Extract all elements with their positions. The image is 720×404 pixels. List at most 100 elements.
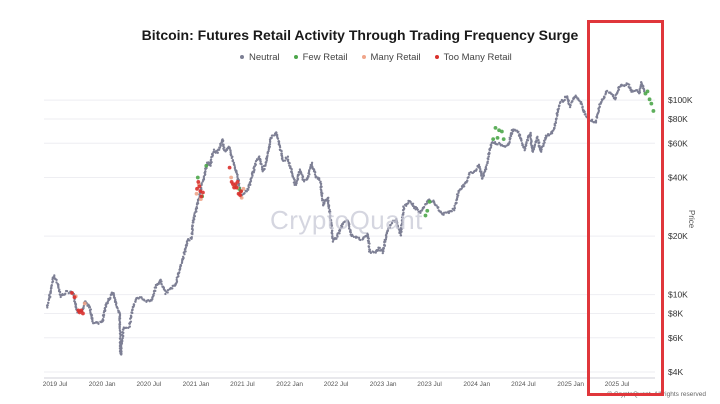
x-tick-label: 2025 Jul [605,381,630,388]
data-point-neutral [330,229,334,232]
x-tick-label: 2020 Jan [89,381,116,388]
data-point-neutral [555,117,558,120]
data-point-neutral [319,182,323,186]
data-point-neutral [557,107,560,110]
data-point-neutral [457,194,460,197]
data-point-neutral [285,157,288,160]
data-point-neutral [377,248,380,251]
data-point-neutral [112,294,116,298]
data-point-neutral [268,145,271,148]
legend-item-too-many-retail[interactable]: Too Many Retail [434,51,512,63]
data-point-neutral [278,145,282,149]
legend-item-neutral[interactable]: Neutral [240,52,280,63]
data-point-neutral [154,289,157,293]
data-point-neutral [175,278,178,282]
legend-label-few-retail: Few Retail [302,51,348,63]
data-point-neutral [384,234,388,237]
data-point-neutral [567,100,570,103]
data-point-neutral [614,96,618,100]
data-point-neutral [166,288,170,292]
data-point-neutral [480,174,483,177]
data-point-too-many-retail [199,194,204,199]
data-point-neutral [263,167,266,171]
y-tick-label: $10K [668,290,688,300]
data-point-neutral [233,166,237,169]
data-point-neutral [270,136,273,140]
data-point-few-retail [425,208,430,213]
data-point-too-many-retail [201,190,205,195]
data-point-neutral [235,170,238,173]
legend-dot-many-retail [361,55,366,59]
data-point-neutral [553,126,556,130]
data-point-neutral [486,160,489,163]
data-point-neutral [118,314,122,317]
data-point-neutral [413,206,416,210]
data-point-neutral [451,207,454,211]
legend-label-too-many-retail: Too Many Retail [443,51,512,63]
y-tick-label: $4K [668,367,683,377]
data-point-few-retail [427,199,432,204]
data-point-neutral [457,189,460,193]
legend-dot-too-many-retail [434,55,439,59]
data-point-neutral [580,103,584,106]
data-point-neutral [328,216,332,220]
data-point-neutral [320,197,324,200]
data-point-neutral [132,303,135,306]
data-point-neutral [395,222,399,225]
data-point-neutral [348,225,351,228]
data-point-neutral [328,208,331,212]
data-point-neutral [178,271,181,274]
data-point-neutral [219,144,222,147]
data-point-neutral [537,142,540,145]
data-point-neutral [121,331,125,335]
data-point-neutral [338,229,342,232]
data-point-neutral [245,190,248,193]
legend-item-many-retail[interactable]: Many Retail [361,52,421,63]
data-point-neutral [114,303,118,306]
y-tick-label: $40K [668,173,688,183]
data-point-too-many-retail [196,179,201,184]
x-tick-label: 2021 Jan [183,381,210,388]
data-point-neutral [402,211,405,214]
data-point-neutral [129,315,133,318]
data-point-neutral [536,136,539,140]
data-point-neutral [49,286,53,290]
data-point-neutral [267,149,270,153]
data-point-neutral [409,200,412,204]
data-point-few-retail [423,213,428,218]
data-point-neutral [49,295,52,299]
data-point-neutral [47,301,50,304]
data-point-neutral [152,292,156,295]
data-point-neutral [400,219,404,222]
data-point-neutral [411,202,415,205]
data-point-neutral [407,202,410,205]
data-point-neutral [601,99,604,102]
data-point-neutral [481,177,484,180]
data-point-few-retail [195,175,200,180]
data-point-neutral [343,220,347,223]
legend-item-few-retail[interactable]: Few Retail [293,51,348,63]
data-point-neutral [366,239,370,242]
data-point-neutral [489,146,493,149]
data-point-neutral [318,177,321,180]
data-point-neutral [249,177,253,180]
data-point-neutral [381,251,384,255]
x-tick-label: 2024 Jul [511,381,536,388]
data-point-neutral [179,267,182,270]
data-point-neutral [303,178,306,182]
data-point-neutral [271,134,274,137]
data-point-too-many-retail [79,308,84,313]
data-point-neutral [184,246,188,249]
data-point-neutral [209,158,213,161]
data-point-neutral [64,292,67,295]
data-point-too-many-retail [72,295,77,300]
data-point-many-retail [82,301,87,306]
data-point-neutral [330,226,333,230]
data-point-neutral [306,177,309,180]
data-point-neutral [65,289,69,293]
data-point-neutral [309,165,312,169]
data-point-neutral [642,85,645,88]
data-point-neutral [544,134,548,137]
y-tick-label: $60K [668,138,688,148]
